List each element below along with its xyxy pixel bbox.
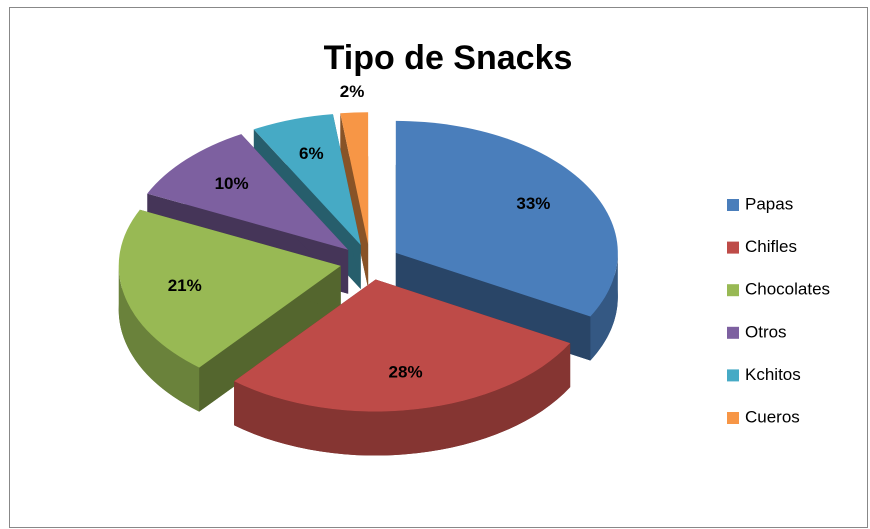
- slice: [118, 209, 341, 368]
- chart-title: Tipo de Snacks: [324, 39, 573, 77]
- legend-label: Chifles: [745, 237, 797, 256]
- slice: [253, 114, 361, 246]
- data-label: 21%: [168, 276, 202, 295]
- slice: [234, 279, 571, 412]
- slice-side: [234, 343, 571, 456]
- slice-wall: [395, 252, 591, 361]
- legend-label: Kchitos: [745, 365, 801, 384]
- legend-swatch: [727, 241, 739, 254]
- legend-label: Chocolates: [745, 280, 830, 299]
- slice: [147, 134, 349, 250]
- slice: [395, 120, 618, 317]
- legend-swatch: [727, 412, 739, 424]
- legend-swatch: [727, 326, 739, 339]
- legend-label: Cueros: [745, 407, 800, 426]
- legend-swatch: [727, 284, 739, 297]
- legend-label: Otros: [745, 322, 787, 341]
- data-label: 2%: [340, 82, 365, 101]
- data-label: 28%: [389, 362, 423, 381]
- slice-wall: [199, 265, 341, 412]
- legend-label: Papas: [745, 194, 793, 213]
- slice-side: [590, 252, 618, 361]
- legend-swatch: [727, 199, 739, 211]
- slice-wall: [340, 113, 369, 289]
- data-label: 10%: [215, 174, 249, 193]
- legend-swatch: [727, 369, 739, 382]
- slice: [340, 112, 369, 245]
- data-label: 33%: [516, 194, 550, 213]
- slice-side: [118, 265, 200, 412]
- data-label: 6%: [299, 144, 324, 163]
